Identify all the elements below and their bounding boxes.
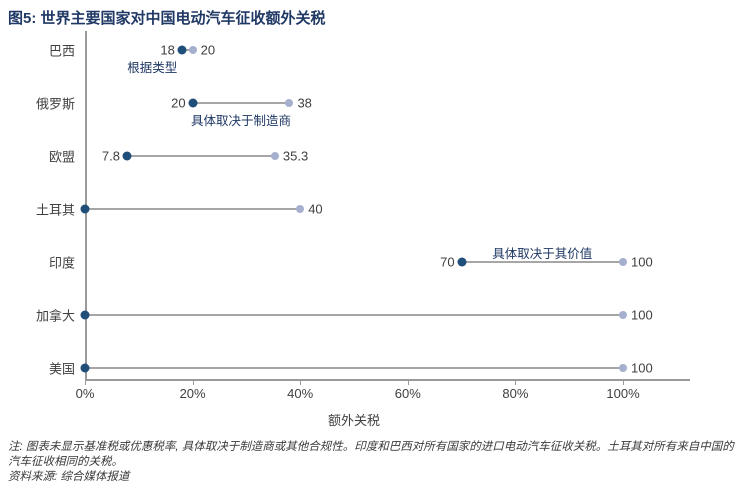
high-value-label: 20 xyxy=(200,42,216,58)
connector-line xyxy=(126,155,275,157)
x-axis-title: 额外关税 xyxy=(327,413,381,428)
x-axis-line xyxy=(85,379,690,381)
x-axis-tick xyxy=(623,380,624,385)
x-axis-tick xyxy=(515,380,517,385)
chart-title: 图5: 世界主要国家对中国电动汽车征收额外关税 xyxy=(8,10,326,27)
connector-line xyxy=(181,49,193,51)
x-axis-tick-label: 40% xyxy=(287,386,314,401)
low-value-label: 70 xyxy=(440,254,455,270)
connector-line xyxy=(85,208,301,210)
note-text: 注: 图表未显示基准税或优惠税率, 具体取决于制造商或其他合规性。印度和巴西对所… xyxy=(8,441,734,468)
high-dot xyxy=(619,311,627,319)
high-dot xyxy=(188,46,197,54)
x-axis-tick xyxy=(192,380,194,385)
x-axis-tick xyxy=(407,380,409,385)
low-value-label: 20 xyxy=(171,95,186,111)
row-annotation: 根据类型 xyxy=(127,61,178,75)
high-value-label: 100 xyxy=(631,360,653,376)
category-label: 美国 xyxy=(48,361,75,377)
high-dot xyxy=(270,152,279,160)
x-axis-tick-label: 20% xyxy=(179,386,206,401)
x-axis-tick-label: 100% xyxy=(606,386,640,401)
category-label: 土耳其 xyxy=(35,202,75,218)
row-annotation: 具体取决于其价值 xyxy=(492,247,593,261)
x-axis-tick xyxy=(85,380,86,385)
low-dot xyxy=(122,151,132,161)
low-value-label: 18 xyxy=(160,42,175,58)
high-dot xyxy=(285,99,294,107)
low-dot xyxy=(188,98,198,108)
row-annotation: 具体取决于制造商 xyxy=(191,114,292,128)
category-label: 加拿大 xyxy=(35,308,75,324)
connector-line xyxy=(85,314,623,316)
connector-line xyxy=(85,367,623,369)
chart-footnote: 注: 图表未显示基准税或优惠税率, 具体取决于制造商或其他合规性。印度和巴西对所… xyxy=(8,440,738,485)
connector-line xyxy=(192,102,290,104)
x-axis-tick-label: 80% xyxy=(502,386,529,401)
x-axis-tick-label: 60% xyxy=(394,386,421,401)
category-label: 印度 xyxy=(48,255,75,271)
category-label: 俄罗斯 xyxy=(35,96,75,112)
category-label: 欧盟 xyxy=(48,149,75,165)
high-value-label: 100 xyxy=(631,254,653,270)
high-dot xyxy=(296,205,305,213)
source-text: 资料来源: 综合媒体报道 xyxy=(8,471,130,483)
low-dot xyxy=(80,363,90,373)
high-value-label: 100 xyxy=(631,307,653,323)
low-dot xyxy=(177,45,187,55)
high-dot xyxy=(619,364,627,372)
low-value-label: 7.8 xyxy=(101,148,120,164)
high-value-label: 40 xyxy=(308,201,323,217)
high-value-label: 35.3 xyxy=(282,148,309,164)
connector-line xyxy=(461,261,623,263)
high-dot xyxy=(619,258,627,266)
plot-area: 0% 20% 40% 60% 80% 100% 巴西 18 20 根据类型俄罗斯 20 38 具体取决于… xyxy=(35,31,690,401)
low-dot xyxy=(80,204,90,214)
high-value-label: 38 xyxy=(297,95,312,111)
low-dot xyxy=(80,310,90,320)
low-dot xyxy=(457,257,467,267)
x-axis-tick-label: 0% xyxy=(75,386,95,401)
x-axis-tick xyxy=(300,380,302,385)
category-label: 巴西 xyxy=(48,43,75,59)
